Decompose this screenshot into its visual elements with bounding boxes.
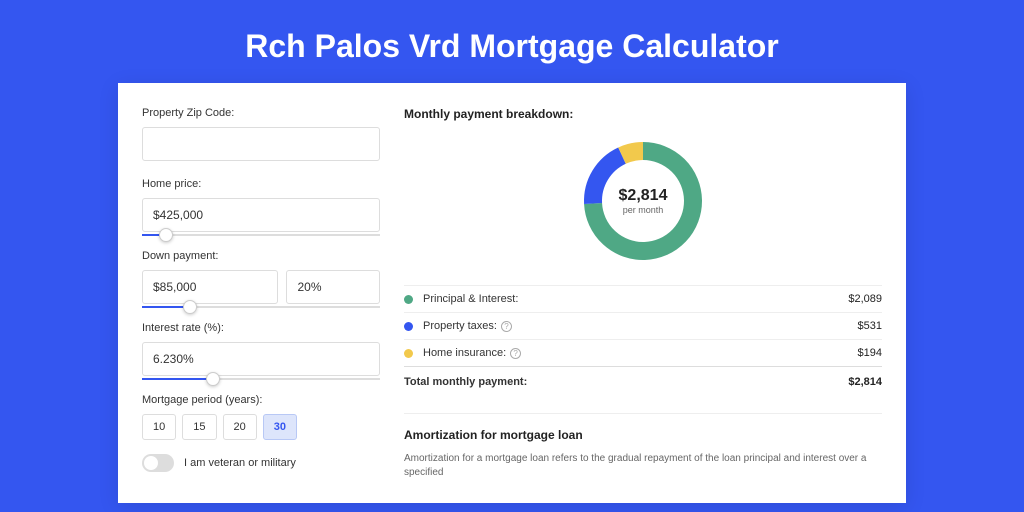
period-button-20[interactable]: 20: [223, 414, 257, 440]
donut-chart-wrap: $2,814 per month: [404, 139, 882, 263]
down-payment-slider-thumb[interactable]: [183, 300, 197, 314]
legend-label: Principal & Interest:: [423, 293, 848, 305]
legend-dot: [404, 322, 413, 331]
interest-input[interactable]: [142, 342, 380, 376]
interest-slider-thumb[interactable]: [206, 372, 220, 386]
legend-row: Principal & Interest:$2,089: [404, 285, 882, 312]
interest-group: Interest rate (%):: [142, 322, 380, 380]
calculator-card: Property Zip Code: Home price: Down paym…: [118, 83, 906, 503]
legend-dot: [404, 349, 413, 358]
down-payment-amount-input[interactable]: [142, 270, 278, 304]
amortization-text: Amortization for a mortgage loan refers …: [404, 452, 882, 480]
legend-row: Property taxes:?$531: [404, 312, 882, 339]
total-label: Total monthly payment:: [404, 376, 848, 388]
donut-chart: $2,814 per month: [581, 139, 705, 263]
home-price-slider-thumb[interactable]: [159, 228, 173, 242]
info-icon[interactable]: ?: [510, 348, 521, 359]
period-button-row: 1015 2030: [142, 414, 380, 440]
toggle-knob: [144, 456, 158, 470]
total-value: $2,814: [848, 376, 882, 388]
breakdown-panel: Monthly payment breakdown: $2,814 per mo…: [404, 107, 882, 503]
zip-field-group: Property Zip Code:: [142, 107, 380, 164]
down-payment-slider[interactable]: [142, 306, 380, 308]
home-price-input[interactable]: [142, 198, 380, 232]
total-row: Total monthly payment: $2,814: [404, 366, 882, 395]
legend-dot: [404, 295, 413, 304]
down-payment-percent-input[interactable]: [286, 270, 380, 304]
period-button-10[interactable]: 10: [142, 414, 176, 440]
legend-label: Property taxes:?: [423, 320, 858, 332]
veteran-toggle[interactable]: [142, 454, 174, 472]
home-price-label: Home price:: [142, 178, 380, 190]
inputs-panel: Property Zip Code: Home price: Down paym…: [142, 107, 380, 503]
down-payment-label: Down payment:: [142, 250, 380, 262]
period-label: Mortgage period (years):: [142, 394, 380, 406]
legend-value: $531: [858, 320, 882, 332]
period-group: Mortgage period (years): 1015 2030: [142, 394, 380, 440]
period-button-15[interactable]: 15: [182, 414, 216, 440]
page-title: Rch Palos Vrd Mortgage Calculator: [0, 0, 1024, 83]
amortization-section: Amortization for mortgage loan Amortizat…: [404, 413, 882, 480]
legend-value: $2,089: [848, 293, 882, 305]
zip-input[interactable]: [142, 127, 380, 161]
legend-label: Home insurance:?: [423, 347, 858, 359]
amortization-title: Amortization for mortgage loan: [404, 428, 882, 442]
home-price-slider[interactable]: [142, 234, 380, 236]
zip-label: Property Zip Code:: [142, 107, 380, 119]
legend-value: $194: [858, 347, 882, 359]
interest-slider[interactable]: [142, 378, 380, 380]
period-button-30[interactable]: 30: [263, 414, 297, 440]
donut-amount: $2,814: [619, 187, 668, 205]
info-icon[interactable]: ?: [501, 321, 512, 332]
veteran-row: I am veteran or military: [142, 454, 380, 472]
veteran-label: I am veteran or military: [184, 457, 296, 469]
interest-label: Interest rate (%):: [142, 322, 380, 334]
breakdown-title: Monthly payment breakdown:: [404, 107, 882, 121]
legend-row: Home insurance:?$194: [404, 339, 882, 366]
donut-center: $2,814 per month: [619, 187, 668, 215]
home-price-group: Home price:: [142, 178, 380, 236]
down-payment-group: Down payment:: [142, 250, 380, 308]
donut-sub: per month: [619, 205, 668, 215]
